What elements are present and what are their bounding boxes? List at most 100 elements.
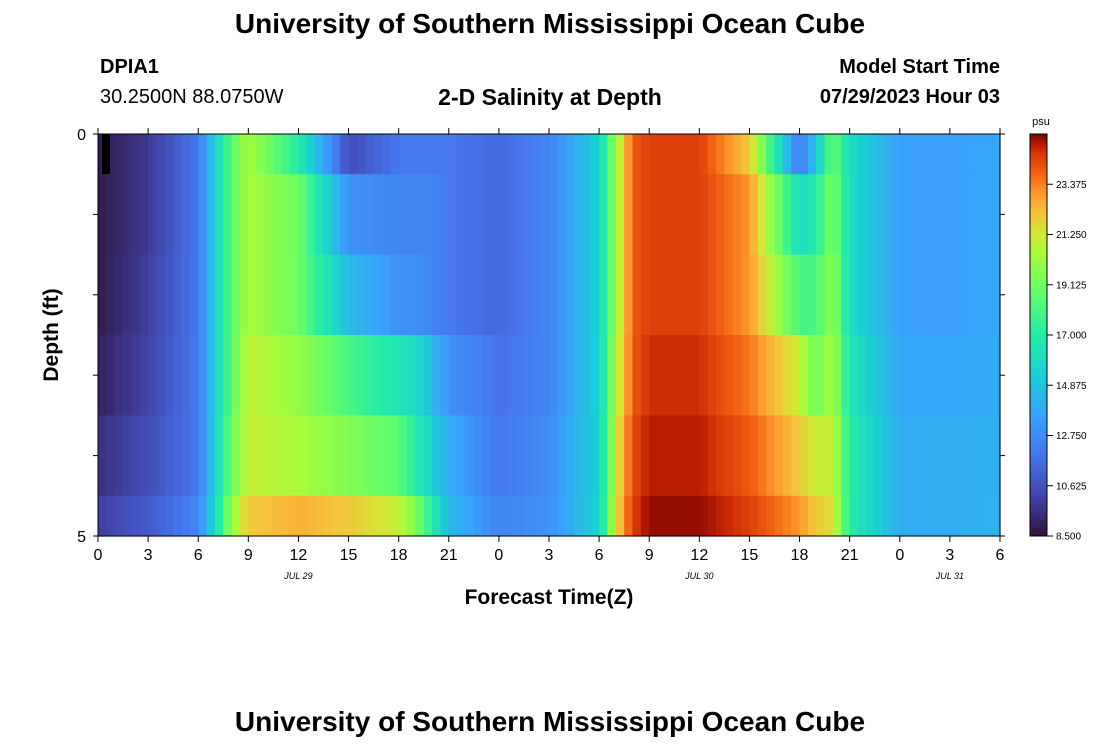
heatmap-cell [924, 254, 934, 336]
heatmap-cell [340, 174, 350, 256]
heatmap-cell [290, 495, 300, 537]
heatmap-cell [432, 415, 442, 497]
heatmap-cell [690, 254, 700, 336]
heatmap-cell [323, 254, 333, 336]
heatmap-cell [407, 174, 416, 256]
heatmap-cell [156, 415, 166, 497]
heatmap-cell [832, 174, 842, 256]
heatmap-cell [649, 495, 659, 537]
colorbar-tick-label: 14.875 [1056, 381, 1087, 392]
heatmap-cell [189, 254, 199, 336]
heatmap-cell [799, 174, 809, 256]
heatmap-cell [624, 254, 634, 336]
heatmap-cell [164, 415, 174, 497]
heatmap-cell [465, 254, 475, 336]
heatmap-cell [415, 254, 425, 336]
heatmap-cell [607, 335, 617, 416]
heatmap-cell [457, 495, 467, 537]
heatmap-cell [340, 134, 350, 175]
heatmap-cell [858, 134, 867, 175]
heatmap-cell [716, 495, 725, 537]
heatmap-cell [816, 134, 826, 175]
heatmap-cell [323, 134, 333, 175]
heatmap-cell [214, 254, 224, 336]
heatmap-cell [131, 335, 141, 416]
heatmap-cell [791, 174, 801, 256]
heatmap-cell [824, 415, 834, 497]
heatmap-cell [874, 415, 884, 497]
heatmap-cell [340, 254, 350, 336]
heatmap-cell [189, 415, 199, 497]
heatmap-cell [173, 254, 183, 336]
heatmap-cell [98, 415, 107, 497]
heatmap-cell [398, 254, 408, 336]
heatmap-cell [265, 174, 274, 256]
heatmap-cell [181, 495, 191, 537]
heatmap-cell [716, 254, 725, 336]
plot-title: 2-D Salinity at Depth [438, 84, 662, 110]
heatmap-cell [966, 134, 976, 175]
heatmap-cell [874, 335, 884, 416]
heatmap-cell [315, 335, 325, 416]
heatmap-cell [440, 335, 450, 416]
heatmap-cell [983, 495, 993, 537]
heatmap-cell [716, 415, 725, 497]
heatmap-cell [123, 335, 133, 416]
heatmap-cell [824, 254, 834, 336]
heatmap-cell [457, 254, 467, 336]
heatmap-cell [448, 174, 458, 256]
heatmap-cell [699, 134, 709, 175]
heatmap-cell [883, 174, 893, 256]
heatmap-cell [766, 415, 776, 497]
heatmap-cell [148, 174, 158, 256]
heatmap-cell [473, 254, 483, 336]
heatmap-cell [256, 495, 266, 537]
heatmap-cell [599, 415, 609, 497]
heatmap-cell [883, 415, 893, 497]
heatmap-cell [858, 495, 867, 537]
heatmap-cell [816, 254, 826, 336]
heatmap-cell [933, 174, 943, 256]
heatmap-cell [549, 335, 558, 416]
heatmap-cell [649, 254, 659, 336]
heatmap-cell [181, 254, 191, 336]
heatmap-cell [991, 335, 1001, 416]
heatmap-cell [432, 134, 442, 175]
heatmap-cell [607, 134, 617, 175]
heatmap-cell [707, 495, 717, 537]
heatmap-cell [423, 335, 433, 416]
heatmap-cell [649, 174, 659, 256]
heatmap-cell [148, 415, 158, 497]
heatmap-cell [782, 335, 792, 416]
heatmap-cell [123, 174, 133, 256]
heatmap-cell [966, 335, 976, 416]
heatmap-cell [549, 134, 558, 175]
heatmap-cell [323, 495, 333, 537]
heatmap-cell [908, 254, 918, 336]
heatmap-cell [549, 254, 558, 336]
heatmap-cell [716, 174, 725, 256]
heatmap-cell [807, 335, 817, 416]
heatmap-cell [799, 415, 809, 497]
heatmap-cell [223, 174, 233, 256]
heatmap-cell [398, 415, 408, 497]
heatmap-cell [423, 495, 433, 537]
heatmap-cell [949, 174, 959, 256]
colorbar-gradient [1029, 133, 1048, 537]
heatmap-cell [749, 174, 759, 256]
heatmap-cell [523, 174, 533, 256]
heatmap-cell [908, 335, 918, 416]
heatmap-cell [114, 415, 124, 497]
heatmap-cell [532, 495, 542, 537]
heatmap-cell [674, 335, 684, 416]
heatmap-cell [498, 254, 508, 336]
heatmap-cell [515, 415, 525, 497]
heatmap-cell [373, 495, 383, 537]
heatmap-cell [432, 495, 442, 537]
heatmap-cell [98, 335, 107, 416]
heatmap-cell [473, 134, 483, 175]
heatmap-cell [114, 174, 124, 256]
heatmap-cell [991, 174, 1001, 256]
heatmap-cell [933, 335, 943, 416]
x-tick-label: 21 [440, 547, 458, 564]
